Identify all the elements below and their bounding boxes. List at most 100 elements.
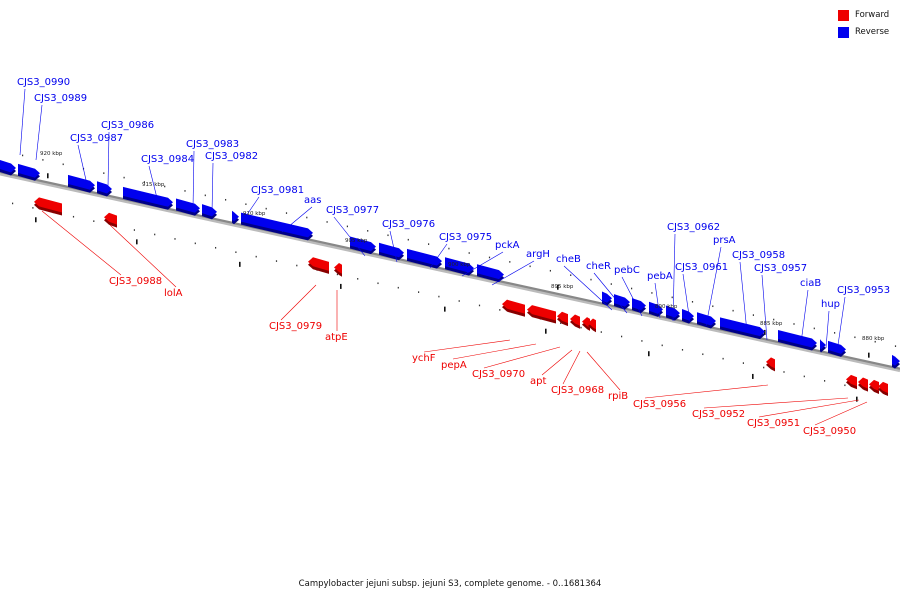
scale-dot (621, 335, 623, 338)
gene-r20[interactable] (682, 309, 694, 321)
gene-f10[interactable] (588, 318, 596, 330)
scale-dot (418, 291, 420, 293)
gene-label-cjs3-0976[interactable]: CJS3_0976 (382, 219, 435, 230)
gene-f9[interactable] (582, 317, 590, 328)
gene-label-cjs3-0988[interactable]: CJS3_0988 (109, 276, 162, 287)
gene-r7[interactable] (202, 204, 217, 217)
leader-line (109, 224, 177, 288)
gene-r21[interactable] (697, 312, 716, 326)
gene-label-prsa[interactable]: prsA (713, 235, 736, 246)
gene-label-cjs3-0981[interactable]: CJS3_0981 (251, 185, 304, 196)
gene-f8[interactable] (570, 314, 580, 326)
gene-r8[interactable] (232, 210, 239, 222)
gene-label-cjs3-0956[interactable]: CJS3_0956 (633, 399, 686, 410)
gene-r25[interactable] (828, 340, 846, 354)
scale-dot (407, 238, 409, 241)
gene-f4[interactable] (334, 262, 342, 274)
gene-label-cjs3-0951[interactable]: CJS3_0951 (747, 418, 800, 429)
gene-r1[interactable] (0, 160, 16, 173)
gene-f2[interactable] (104, 212, 117, 225)
gene-label-cjs3-0984[interactable]: CJS3_0984 (141, 154, 194, 165)
scale-dot (783, 371, 785, 373)
gene-label-cjs3-0979[interactable]: CJS3_0979 (269, 321, 322, 332)
leader-line (148, 165, 158, 199)
gene-label-pebc[interactable]: pebC (614, 265, 640, 276)
gene-r12[interactable] (407, 248, 442, 266)
gene-features (0, 160, 900, 397)
gene-f14[interactable] (869, 379, 879, 392)
gene-f1[interactable] (34, 197, 62, 213)
gene-label-cjs3-0962[interactable]: CJS3_0962 (667, 222, 720, 233)
gene-r9[interactable] (241, 212, 313, 238)
major-tick (752, 373, 754, 379)
gene-r15[interactable] (602, 291, 612, 303)
gene-label-cheb[interactable]: cheB (556, 254, 581, 265)
gene-r11[interactable] (379, 242, 404, 258)
gene-label-cjs3-0952[interactable]: CJS3_0952 (692, 409, 745, 420)
gene-label-cjs3-0961[interactable]: CJS3_0961 (675, 262, 728, 273)
gene-label-cjs3-0983[interactable]: CJS3_0983 (186, 139, 239, 150)
gene-r16[interactable] (614, 294, 630, 307)
figure-caption: Campylobacter jejuni subsp. jejuni S3, c… (298, 579, 602, 589)
gene-label-atpe[interactable]: atpE (325, 332, 348, 343)
gene-r26[interactable] (892, 354, 900, 366)
gene-label-cjs3-0987[interactable]: CJS3_0987 (70, 133, 123, 144)
gene-label-cjs3-0968[interactable]: CJS3_0968 (551, 385, 604, 396)
gene-label-cjs3-0953[interactable]: CJS3_0953 (837, 285, 890, 296)
scale-dot (194, 242, 196, 245)
gene-r2[interactable] (18, 163, 40, 178)
scale-dot (671, 296, 673, 299)
gene-r3[interactable] (68, 174, 95, 190)
gene-label-aas[interactable]: aas (304, 195, 321, 206)
major-tick (136, 239, 138, 245)
gene-label-pepa[interactable]: pepA (441, 360, 467, 371)
gene-r17[interactable] (632, 298, 646, 311)
gene-r24[interactable] (820, 339, 826, 350)
leader-line (461, 251, 504, 277)
gene-label-cjs3-0982[interactable]: CJS3_0982 (205, 151, 258, 162)
gene-label-argh[interactable]: argH (526, 249, 550, 260)
scale-dot (824, 380, 826, 382)
gene-label-cjs3-0975[interactable]: CJS3_0975 (439, 232, 492, 243)
gene-r4[interactable] (97, 181, 112, 194)
major-tick (444, 306, 446, 312)
gene-r18[interactable] (649, 301, 663, 314)
gene-r23[interactable] (778, 329, 817, 348)
gene-label-cjs3-0990[interactable]: CJS3_0990 (17, 77, 70, 88)
gene-f13[interactable] (858, 377, 868, 389)
gene-f12[interactable] (846, 374, 857, 387)
gene-label-cjs3-0970[interactable]: CJS3_0970 (472, 369, 525, 380)
gene-label-cher[interactable]: cheR (586, 261, 611, 272)
gene-label-ychf[interactable]: ychF (412, 353, 436, 364)
gene-label-apt[interactable]: apt (530, 376, 546, 387)
gene-r14[interactable] (477, 264, 504, 280)
gene-label-cjs3-0950[interactable]: CJS3_0950 (803, 426, 856, 437)
gene-label-pcka[interactable]: pckA (495, 240, 520, 251)
gene-label-cjs3-0957[interactable]: CJS3_0957 (754, 263, 807, 274)
scale-dot (681, 348, 684, 351)
gene-label-rpib[interactable]: rpiB (608, 391, 628, 402)
leader-line (192, 150, 195, 209)
gene-label-cjs3-0986[interactable]: CJS3_0986 (101, 120, 154, 131)
gene-r6[interactable] (176, 198, 200, 213)
gene-f15[interactable] (878, 381, 888, 394)
gene-label-ciab[interactable]: ciaB (800, 278, 821, 289)
gene-f3[interactable] (308, 257, 329, 271)
gene-label-hup[interactable]: hup (821, 299, 840, 310)
gene-label-cjs3-0977[interactable]: CJS3_0977 (326, 205, 379, 216)
gene-label-peba[interactable]: pebA (647, 271, 673, 282)
gene-f7[interactable] (557, 311, 568, 324)
gene-label-cjs3-0989[interactable]: CJS3_0989 (34, 93, 87, 104)
gene-label-cjs3-0958[interactable]: CJS3_0958 (732, 250, 785, 261)
gene-label-lola[interactable]: lolA (164, 288, 183, 299)
gene-r22[interactable] (720, 317, 765, 337)
gene-f6[interactable] (527, 305, 556, 321)
scale-dot (570, 274, 572, 276)
leader-line (682, 273, 691, 323)
gene-r13[interactable] (445, 257, 474, 273)
gene-f11[interactable] (766, 357, 775, 369)
gene-r10[interactable] (350, 236, 376, 252)
gene-f5[interactable] (502, 299, 525, 314)
scale-dot (590, 278, 592, 281)
gene-r5[interactable] (123, 186, 173, 207)
